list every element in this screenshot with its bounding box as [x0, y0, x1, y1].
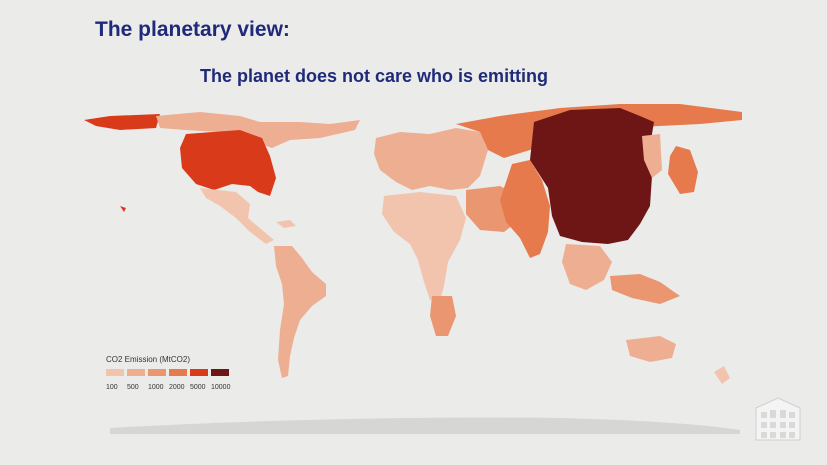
region-europe [374, 128, 488, 190]
region-caribbean [276, 220, 296, 228]
map-shadow [110, 417, 740, 434]
legend-swatch [169, 369, 187, 376]
legend-item: 5000 [190, 369, 211, 391]
legend-swatch [127, 369, 145, 376]
region-hawaii [120, 206, 126, 212]
region-australia [626, 336, 676, 362]
legend-label: 100 [106, 384, 118, 391]
region-canada [156, 112, 360, 148]
legend-swatch [211, 369, 229, 376]
region-japan [668, 146, 698, 194]
region-mexico [200, 188, 274, 244]
region-africa [382, 192, 466, 300]
legend-label: 2000 [169, 384, 185, 391]
legend-label: 1000 [148, 384, 164, 391]
region-indonesia [610, 274, 680, 304]
region-russia [456, 104, 742, 158]
building-logo-icon [755, 397, 801, 441]
legend-label: 500 [127, 384, 139, 391]
legend-label: 10000 [211, 384, 231, 391]
legend-swatch [106, 369, 124, 376]
region-united-states [180, 130, 276, 196]
legend: CO2 Emission (MtCO2) 100 500 1000 2000 5… [106, 355, 232, 391]
slide-title: The planetary view: [95, 18, 290, 41]
region-south-africa [430, 296, 456, 336]
region-china [530, 108, 654, 244]
region-india [500, 160, 550, 258]
legend-swatches: 100 500 1000 2000 5000 10000 [106, 369, 232, 391]
legend-item: 2000 [169, 369, 190, 391]
region-alaska [84, 114, 160, 130]
legend-swatch [148, 369, 166, 376]
region-south-america [274, 246, 326, 378]
region-southeast-asia [562, 244, 612, 290]
legend-item: 1000 [148, 369, 169, 391]
slide-subtitle: The planet does not care who is emitting [200, 66, 549, 86]
region-korea [642, 134, 662, 178]
legend-title: CO2 Emission (MtCO2) [106, 355, 191, 364]
legend-swatch [190, 369, 208, 376]
legend-item: 10000 [211, 369, 232, 391]
legend-item: 500 [127, 369, 148, 391]
legend-label: 5000 [190, 384, 206, 391]
region-new-zealand [714, 366, 730, 384]
legend-item: 100 [106, 369, 127, 391]
